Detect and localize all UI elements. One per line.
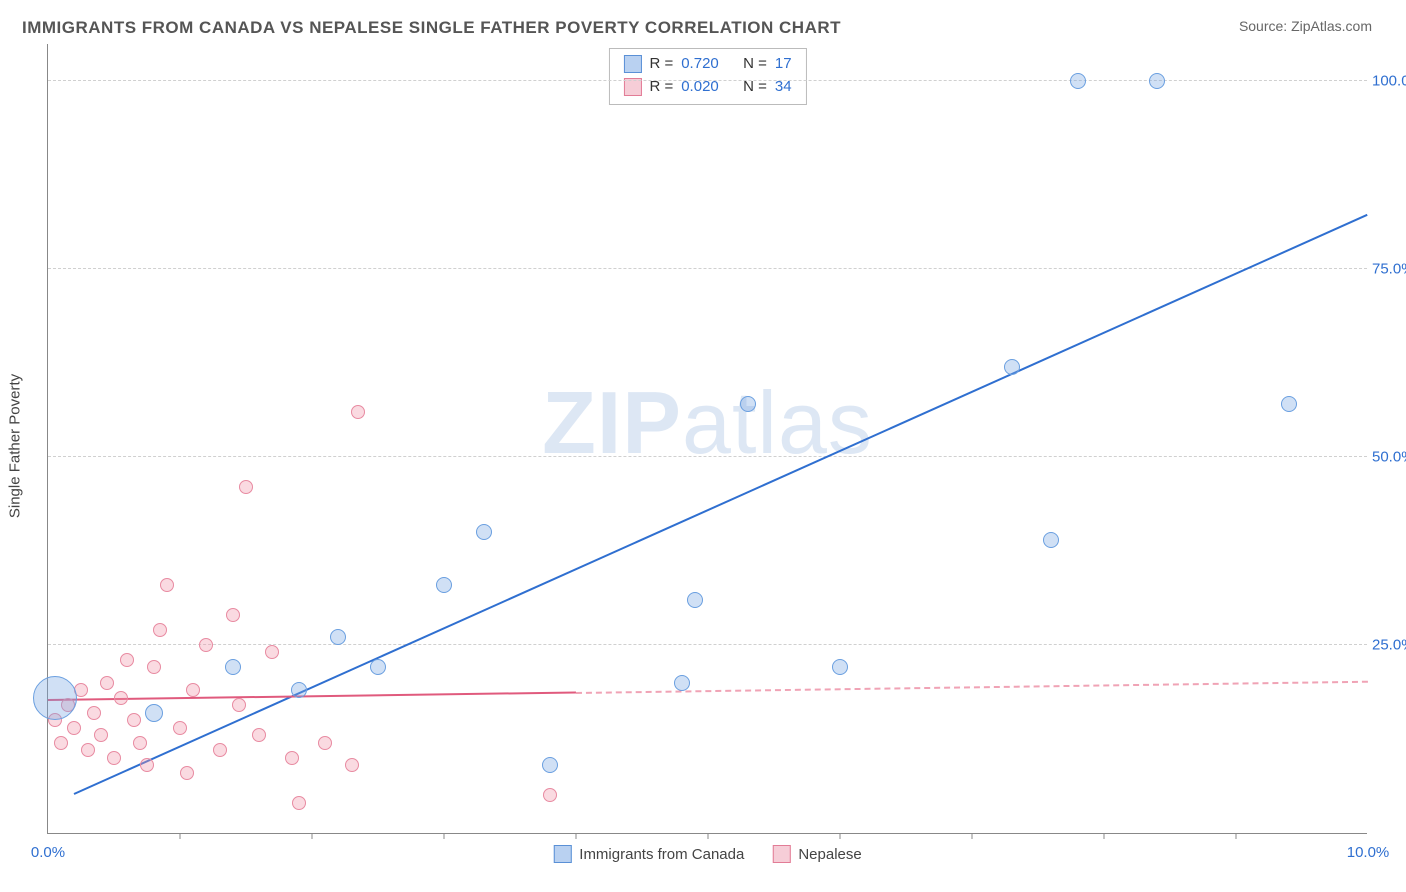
scatter-point-nepalese [107,751,121,765]
scatter-point-nepalese [140,758,154,772]
scatter-point-canada [436,577,452,593]
y-tick-label: 75.0% [1372,260,1406,277]
scatter-point-nepalese [285,751,299,765]
scatter-point-nepalese [87,706,101,720]
gridline-horizontal [48,268,1367,269]
scatter-point-nepalese [81,743,95,757]
swatch-canada [623,55,641,73]
scatter-point-nepalese [127,713,141,727]
source-attribution: Source: ZipAtlas.com [1239,18,1372,34]
scatter-point-nepalese [232,698,246,712]
scatter-point-canada [674,675,690,691]
bottom-legend: Immigrants from Canada Nepalese [553,845,861,863]
scatter-point-nepalese [252,728,266,742]
r-value-canada: 0.720 [681,53,719,76]
scatter-point-canada [330,629,346,645]
x-tick-mark [1104,833,1105,839]
x-tick-label: 0.0% [31,844,65,861]
scatter-point-nepalese [351,405,365,419]
y-tick-label: 25.0% [1372,636,1406,653]
scatter-point-nepalese [67,721,81,735]
x-tick-mark [708,833,709,839]
scatter-point-canada [740,396,756,412]
scatter-point-nepalese [173,721,187,735]
scatter-point-canada [542,757,558,773]
gridline-horizontal [48,456,1367,457]
scatter-point-canada [145,704,163,722]
legend-swatch-nepalese [772,845,790,863]
x-tick-mark [180,833,181,839]
header: IMMIGRANTS FROM CANADA VS NEPALESE SINGL… [0,0,1406,38]
scatter-point-nepalese [226,608,240,622]
scatter-point-nepalese [94,728,108,742]
chart-title: IMMIGRANTS FROM CANADA VS NEPALESE SINGL… [22,18,841,38]
scatter-point-nepalese [186,683,200,697]
legend-item-nepalese: Nepalese [772,845,861,863]
scatter-point-nepalese [199,638,213,652]
trend-line-dashed [576,681,1368,694]
scatter-point-nepalese [213,743,227,757]
scatter-point-nepalese [54,736,68,750]
watermark-bold: ZIP [542,373,682,472]
scatter-point-nepalese [153,623,167,637]
x-tick-mark [1236,833,1237,839]
x-tick-mark [972,833,973,839]
source-label: Source: [1239,18,1291,34]
scatter-point-canada [1004,359,1020,375]
stats-legend-box: R = 0.720 N = 17 R = 0.020 N = 34 [608,48,806,105]
scatter-point-nepalese [318,736,332,750]
source-value: ZipAtlas.com [1291,18,1372,34]
scatter-point-canada [687,592,703,608]
scatter-point-nepalese [180,766,194,780]
scatter-point-nepalese [345,758,359,772]
scatter-point-nepalese [120,653,134,667]
y-tick-label: 100.0% [1372,72,1406,89]
r-label: R = [649,53,673,76]
n-label: N = [743,53,767,76]
legend-swatch-canada [553,845,571,863]
plot-area: ZIPatlas R = 0.720 N = 17 R = 0.020 N = … [47,44,1367,834]
legend-label-canada: Immigrants from Canada [579,846,744,863]
scatter-point-canada [476,524,492,540]
scatter-point-canada [291,682,307,698]
legend-label-nepalese: Nepalese [798,846,861,863]
scatter-point-nepalese [265,645,279,659]
scatter-point-nepalese [133,736,147,750]
x-tick-mark [840,833,841,839]
stats-row-canada: R = 0.720 N = 17 [623,53,791,76]
x-tick-label: 10.0% [1347,844,1390,861]
scatter-point-nepalese [100,676,114,690]
scatter-point-nepalese [292,796,306,810]
legend-item-canada: Immigrants from Canada [553,845,744,863]
scatter-point-nepalese [114,691,128,705]
gridline-horizontal [48,80,1367,81]
scatter-point-nepalese [160,578,174,592]
y-axis-label: Single Father Poverty [7,374,24,518]
scatter-point-canada [1070,73,1086,89]
scatter-point-canada [33,676,77,720]
x-tick-mark [312,833,313,839]
scatter-point-nepalese [543,788,557,802]
scatter-point-nepalese [147,660,161,674]
scatter-point-canada [225,659,241,675]
watermark-rest: atlas [682,373,873,472]
trend-line [74,214,1368,795]
x-tick-mark [444,833,445,839]
scatter-point-canada [1281,396,1297,412]
scatter-point-canada [832,659,848,675]
y-tick-label: 50.0% [1372,448,1406,465]
x-tick-mark [576,833,577,839]
gridline-horizontal [48,644,1367,645]
scatter-point-canada [1149,73,1165,89]
scatter-point-canada [1043,532,1059,548]
chart-container: IMMIGRANTS FROM CANADA VS NEPALESE SINGL… [0,0,1406,892]
scatter-point-nepalese [239,480,253,494]
scatter-point-canada [370,659,386,675]
n-value-canada: 17 [775,53,792,76]
